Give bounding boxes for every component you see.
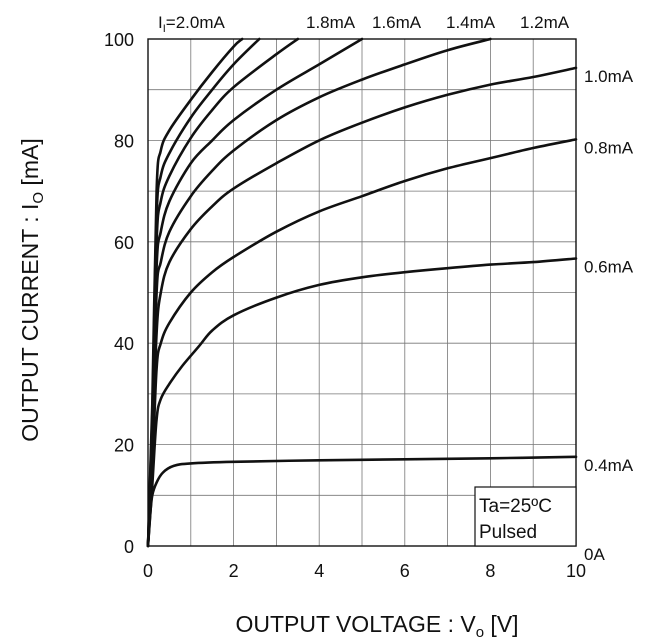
- series-line: [146, 66, 578, 548]
- x-axis-title-subscript: o: [476, 624, 484, 641]
- x-tick-label: 4: [314, 561, 324, 581]
- series-line: [146, 138, 578, 548]
- x-axis-title-unit: [V]: [484, 611, 519, 637]
- series-label: 0A: [584, 545, 605, 564]
- y-tick-label: 40: [114, 334, 134, 354]
- conditions-box-frame: [474, 486, 577, 547]
- series-label: 1.0mA: [584, 67, 634, 86]
- x-tick-label: 6: [400, 561, 410, 581]
- conditions-box: Ta=25ºC Pulsed: [474, 486, 577, 547]
- series-line: [146, 257, 578, 548]
- y-tick-label: 60: [114, 233, 134, 253]
- grid-lines: [148, 39, 576, 546]
- x-tick-label: 10: [566, 561, 586, 581]
- y-axis-title-unit: [mA]: [17, 138, 43, 192]
- y-tick-label: 100: [104, 30, 134, 50]
- y-tick-label: 0: [124, 537, 134, 557]
- plot-frame: [147, 38, 577, 547]
- y-axis-title: OUTPUT CURRENT : IO [mA]: [17, 138, 47, 441]
- series-label: II=2.0mA: [158, 13, 226, 35]
- x-axis-title: OUTPUT VOLTAGE : Vo [V]: [235, 611, 518, 641]
- y-axis-title-subscript: O: [30, 192, 47, 204]
- series-label: 1.2mA: [520, 13, 570, 32]
- series-label: 0.6mA: [584, 258, 634, 277]
- series-label: 0.4mA: [584, 456, 634, 475]
- series-label: 1.6mA: [372, 13, 422, 32]
- series-label: 1.8mA: [306, 13, 356, 32]
- series-line: [146, 37, 244, 548]
- x-tick-label: 2: [229, 561, 239, 581]
- x-tick-label: 8: [485, 561, 495, 581]
- series-label: 1.4mA: [446, 13, 496, 32]
- y-tick-label: 20: [114, 436, 134, 456]
- curves: [146, 37, 578, 548]
- series-labels: 0A 0.4mA 0.6mA 0.8mA 1.0mA 1.2mA 1.4mA 1.6mA 1.8…: [158, 13, 634, 564]
- y-tick-label: 80: [114, 131, 134, 151]
- x-axis-title-main: OUTPUT VOLTAGE : V: [235, 611, 476, 637]
- series-label: 0.8mA: [584, 138, 634, 157]
- conditions-pulsed: Pulsed: [479, 522, 537, 543]
- x-tick-label: 0: [143, 561, 153, 581]
- y-axis-title-main: OUTPUT CURRENT : I: [17, 204, 43, 442]
- conditions-temperature: Ta=25ºC: [479, 496, 552, 517]
